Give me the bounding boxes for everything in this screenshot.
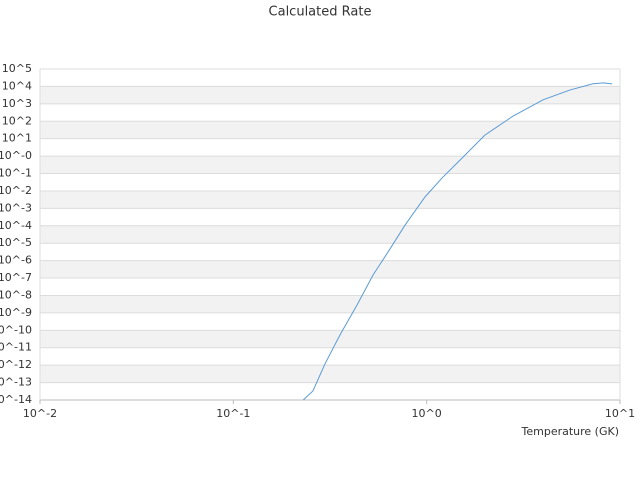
band xyxy=(40,365,620,383)
y-tick-label: 10^-8 xyxy=(0,288,32,301)
x-tick-label: 10^0 xyxy=(412,407,442,420)
band xyxy=(40,86,620,104)
band xyxy=(40,190,620,209)
x-tick-label: 10^1 xyxy=(605,407,635,420)
x-axis-label: Temperature (GK) xyxy=(521,425,620,438)
y-tick-label: 10^-12 xyxy=(0,358,32,371)
y-tick-label: 10^-1 xyxy=(0,167,32,180)
y-tick-label: 10^-5 xyxy=(0,236,32,249)
data-line xyxy=(302,82,613,400)
band xyxy=(40,121,620,139)
y-tick-label: 10^-9 xyxy=(0,306,32,319)
y-tick-label: 10^-13 xyxy=(0,376,32,389)
band xyxy=(40,225,620,244)
chart-title: Calculated Rate xyxy=(269,5,372,20)
y-tick-label: 10^2 xyxy=(2,114,32,127)
band xyxy=(40,330,620,348)
y-tick-label: 10^5 xyxy=(2,62,32,75)
y-tick-label: 10^-4 xyxy=(0,219,32,232)
y-tick-label: 10^-3 xyxy=(0,201,32,214)
y-tick-label: 10^-10 xyxy=(0,323,32,336)
y-tick-label: 10^4 xyxy=(2,79,32,92)
x-tick-label: 10^-1 xyxy=(216,407,250,420)
bands xyxy=(40,86,620,383)
band xyxy=(40,260,620,279)
y-tick-label: 10^-14 xyxy=(0,393,32,406)
x-tick-label: 10^-2 xyxy=(23,407,57,420)
y-tick-label: 10^-0 xyxy=(0,149,32,162)
y-tick-label: 10^-11 xyxy=(0,341,32,354)
y-tick-label: 10^1 xyxy=(2,132,32,145)
y-tick-label: 10^-2 xyxy=(0,184,32,197)
y-tick-label: 10^-7 xyxy=(0,271,32,284)
y-tick-label: 10^3 xyxy=(2,97,32,110)
band xyxy=(40,156,620,174)
band xyxy=(40,295,620,313)
y-tick-label: 10^-6 xyxy=(0,254,32,267)
